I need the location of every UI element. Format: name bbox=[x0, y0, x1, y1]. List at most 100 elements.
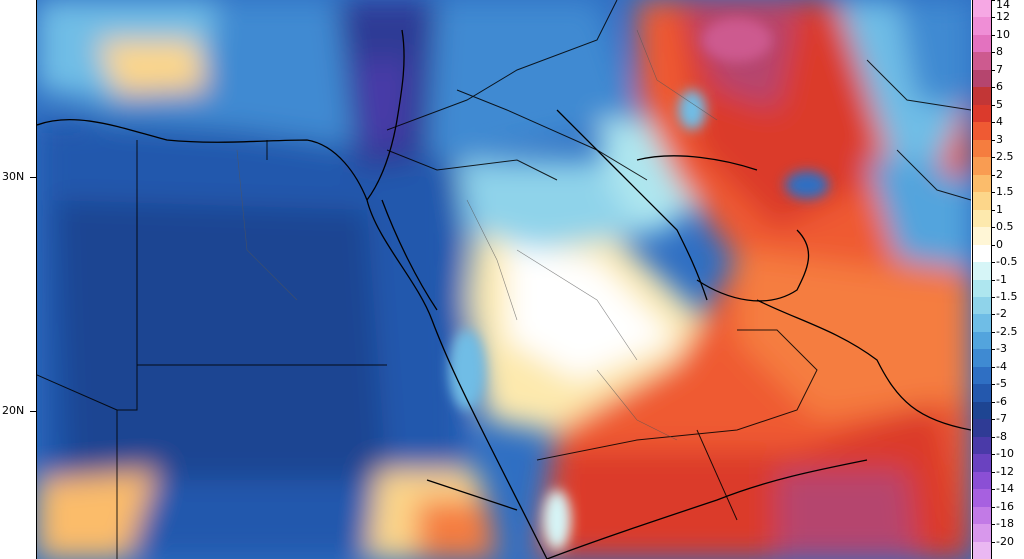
colorbar-level: 1.5 bbox=[972, 185, 1024, 210]
lat-tick-30n bbox=[30, 177, 36, 178]
colorbar-swatch bbox=[972, 34, 992, 53]
colorbar-tick bbox=[992, 296, 995, 298]
colorbar-label: -18 bbox=[996, 517, 1014, 531]
colorbar-swatch bbox=[972, 541, 992, 559]
colorbar-level: -4 bbox=[972, 360, 1024, 385]
colorbar-label: 3 bbox=[996, 132, 1003, 146]
colorbar-tick bbox=[992, 366, 995, 368]
colorbar-label: 4 bbox=[996, 115, 1003, 129]
colorbar-tick bbox=[992, 122, 995, 124]
colorbar-level: 4 bbox=[972, 115, 1024, 140]
colorbar-level: -2 bbox=[972, 307, 1024, 332]
colorbar-swatch bbox=[972, 471, 992, 490]
colorbar-tick bbox=[992, 384, 995, 386]
colorbar-tick bbox=[992, 454, 995, 456]
colorbar-label: 2.5 bbox=[996, 150, 1014, 164]
colorbar-label: 0 bbox=[996, 237, 1003, 251]
colorbar-label: 8 bbox=[996, 45, 1003, 59]
colorbar-tick bbox=[992, 209, 995, 211]
colorbar-label: -4 bbox=[996, 359, 1007, 373]
colorbar-swatch bbox=[972, 454, 992, 472]
colorbar-level: -20 bbox=[972, 535, 1024, 559]
colorbar-swatch bbox=[972, 436, 992, 455]
colorbar-label: -7 bbox=[996, 412, 1007, 426]
colorbar-tick bbox=[992, 331, 995, 333]
colorbar-tick bbox=[992, 524, 995, 526]
colorbar-tick bbox=[992, 489, 995, 491]
colorbar-level: 14 bbox=[972, 0, 1024, 18]
colorbar-label: -3 bbox=[996, 342, 1007, 356]
colorbar-tick bbox=[992, 541, 995, 543]
colorbar-swatch bbox=[972, 139, 992, 158]
colorbar-level: 5 bbox=[972, 98, 1024, 123]
colorbar-level: 3 bbox=[972, 133, 1024, 158]
colorbar-tick bbox=[992, 87, 995, 89]
colorbar-label: 6 bbox=[996, 80, 1003, 94]
colorbar-swatch bbox=[972, 0, 992, 18]
lat-label-20n: 20N bbox=[2, 404, 25, 417]
colorbar-swatch bbox=[972, 157, 992, 175]
colorbar-label: -12 bbox=[996, 464, 1014, 478]
colorbar-level: -18 bbox=[972, 517, 1024, 542]
colorbar-label: -6 bbox=[996, 394, 1007, 408]
colorbar-level: -7 bbox=[972, 412, 1024, 437]
colorbar-swatch bbox=[972, 174, 992, 193]
colorbar-level: -0.5 bbox=[972, 255, 1024, 280]
anomaly-details bbox=[449, 18, 829, 550]
colorbar-label: -5 bbox=[996, 377, 1007, 391]
country-borders bbox=[37, 0, 971, 559]
colorbar-label: -8 bbox=[996, 429, 1007, 443]
lat-label-30n: 30N bbox=[2, 170, 25, 183]
colorbar-swatch bbox=[972, 69, 992, 88]
colorbar-level: 7 bbox=[972, 63, 1024, 88]
colorbar-label: -16 bbox=[996, 499, 1014, 513]
colorbar-tick bbox=[992, 506, 995, 508]
map-canvas bbox=[37, 0, 971, 559]
colorbar-label: 2 bbox=[996, 167, 1003, 181]
colorbar-swatch bbox=[972, 52, 992, 70]
colorbar-label: 5 bbox=[996, 97, 1003, 111]
colorbar-level: -3 bbox=[972, 342, 1024, 367]
colorbar-label: -1 bbox=[996, 272, 1007, 286]
colorbar-swatch bbox=[972, 244, 992, 263]
colorbar-tick bbox=[992, 279, 995, 281]
colorbar-tick bbox=[992, 34, 995, 36]
colorbar-tick bbox=[992, 104, 995, 106]
colorbar-label: 7 bbox=[996, 62, 1003, 76]
lat-tick-20n bbox=[30, 411, 36, 412]
colorbar-level: -16 bbox=[972, 500, 1024, 525]
colorbar-swatch bbox=[972, 227, 992, 245]
colorbar-swatch bbox=[972, 419, 992, 437]
colorbar-tick bbox=[992, 349, 995, 351]
colorbar-level: 0 bbox=[972, 238, 1024, 263]
colorbar-label: -0.5 bbox=[996, 255, 1018, 269]
colorbar-swatch bbox=[972, 506, 992, 525]
colorbar-level: 2.5 bbox=[972, 150, 1024, 175]
colorbar-legend: 14 12 10 8 7 6 5 4 3 2.5 2 1.5 1 0.5 0 -0.5 -1 -1.5 -2 -2.5… bbox=[972, 0, 1024, 559]
colorbar-swatch bbox=[972, 401, 992, 420]
anomaly-field bbox=[37, 0, 971, 559]
colorbar-label: 0.5 bbox=[996, 220, 1014, 234]
colorbar-label: -10 bbox=[996, 447, 1014, 461]
colorbar-label: -2 bbox=[996, 307, 1007, 321]
coastlines bbox=[37, 29, 971, 559]
colorbar-level: -6 bbox=[972, 395, 1024, 420]
colorbar-swatch bbox=[972, 122, 992, 140]
colorbar-swatch bbox=[972, 87, 992, 105]
colorbar-tick bbox=[992, 471, 995, 473]
colorbar-tick bbox=[992, 69, 995, 71]
colorbar-label: 1.5 bbox=[996, 185, 1014, 199]
colorbar-swatch bbox=[972, 296, 992, 315]
colorbar-label: -1.5 bbox=[996, 289, 1018, 303]
colorbar-tick bbox=[992, 0, 995, 1]
colorbar-swatch bbox=[972, 524, 992, 542]
colorbar-swatch bbox=[972, 262, 992, 280]
colorbar-level: -2.5 bbox=[972, 325, 1024, 350]
province-lines bbox=[236, 29, 718, 441]
colorbar-level: 6 bbox=[972, 80, 1024, 105]
colorbar-level: -1 bbox=[972, 273, 1024, 297]
colorbar-swatch bbox=[972, 314, 992, 332]
colorbar-label: 12 bbox=[996, 10, 1010, 24]
colorbar-label: -20 bbox=[996, 534, 1014, 548]
colorbar-swatch bbox=[972, 366, 992, 385]
